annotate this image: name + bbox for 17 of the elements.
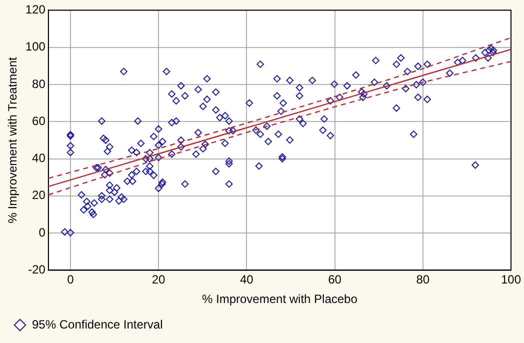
y-axis-title: % Improvement with Treatment <box>6 56 20 224</box>
x-tick-label: 0 <box>67 272 74 287</box>
y-tick-label: 40 <box>32 151 46 166</box>
x-tick-label: 100 <box>500 272 522 287</box>
legend-label: 95% Confidence Interval <box>32 317 163 332</box>
y-tick-label: 100 <box>25 40 46 54</box>
y-tick-label: 60 <box>32 114 46 128</box>
x-tick-label: 80 <box>416 272 430 287</box>
y-tick-label: 120 <box>25 2 46 17</box>
x-axis-title: % Improvement with Placebo <box>202 292 358 306</box>
x-tick-label: 60 <box>328 272 342 287</box>
y-tick-label: 20 <box>32 188 46 202</box>
y-tick-label: 0 <box>38 225 46 240</box>
y-tick-label: -20 <box>28 262 46 277</box>
y-tick-label: 80 <box>32 76 46 91</box>
x-tick-label: 20 <box>152 272 166 287</box>
x-tick-label: 40 <box>240 272 254 287</box>
